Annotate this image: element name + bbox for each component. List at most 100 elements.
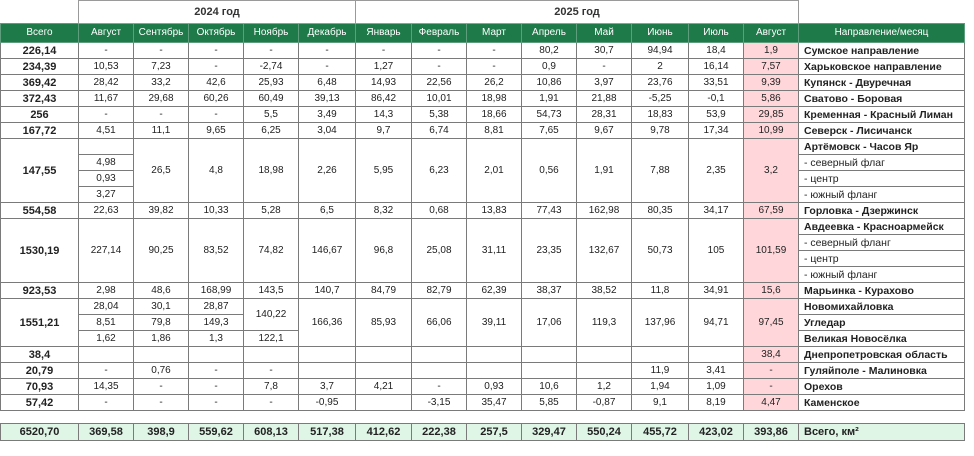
row-total: 147,55 xyxy=(0,138,79,203)
cell-value: 38,4 xyxy=(743,346,799,363)
cell-value: 3,97 xyxy=(576,74,632,91)
cell-value: 97,45 xyxy=(743,298,799,347)
header-month: Октябрь xyxy=(188,23,244,43)
cell-value: - xyxy=(133,394,189,411)
year-2025: 2025 год xyxy=(355,0,799,24)
cell-value: -0,95 xyxy=(298,394,356,411)
cell-value: 0,93 xyxy=(466,378,522,395)
cell-value: 162,98 xyxy=(576,202,632,219)
cell-value: - xyxy=(133,106,189,123)
cell-value: 38,37 xyxy=(521,282,577,299)
direction-label: Харьковское направление xyxy=(798,58,965,75)
cell-value: - xyxy=(743,362,799,379)
grand-total: 6520,70 xyxy=(0,423,79,441)
cell-value: - xyxy=(133,378,189,395)
month-total: 412,62 xyxy=(355,423,412,441)
cell-value: 5,28 xyxy=(243,202,299,219)
table-row: 167,72 4,51 11,1 9,65 6,25 3,04 9,7 6,74 8,81 7,6… xyxy=(0,122,965,139)
cell-value: 2,26 xyxy=(298,138,356,203)
cell-value: 5,85 xyxy=(521,394,577,411)
cell-value: 14,93 xyxy=(355,74,412,91)
table-row: 226,14- - - - - - - -80,2 30,7 94,94 18,4 1,9 Сумско… xyxy=(0,42,965,59)
direction-label: Горловка - Дзержинск xyxy=(798,202,965,219)
cell-value: 140,22 xyxy=(243,298,299,331)
direction-label: Каменское xyxy=(798,394,965,411)
cell-value: 11,1 xyxy=(133,122,189,139)
table-row: 70,93 14,35- -7,8 3,7 4,21-0,93 10,6 1,2 1,94 1,… xyxy=(0,378,965,395)
cell-value: 5,86 xyxy=(743,90,799,107)
cell-value: 2,01 xyxy=(466,138,522,203)
cell-value: 96,8 xyxy=(355,218,412,283)
cell-value: 3,41 xyxy=(688,362,744,379)
direction-label: Купянск - Двуречная xyxy=(798,74,965,91)
cell-value: 22,63 xyxy=(78,202,134,219)
cell-value: 143,5 xyxy=(243,282,299,299)
direction-label: Новомихайловка xyxy=(798,298,965,315)
direction-label: Кременная - Красный Лиман xyxy=(798,106,965,123)
cell-value: - xyxy=(243,394,299,411)
cell-value: 3,7 xyxy=(298,378,356,395)
month-total: 329,47 xyxy=(521,423,577,441)
row-total: 369,42 xyxy=(0,74,79,91)
header-month: Август xyxy=(78,23,134,43)
cell-value: 122,1 xyxy=(243,330,299,347)
cell-value: 1,94 xyxy=(631,378,689,395)
row-total: 70,93 xyxy=(0,378,79,395)
row-total: 1551,21 xyxy=(0,298,79,347)
cell-value: 30,1 xyxy=(133,298,189,315)
cell-value: 166,36 xyxy=(298,298,356,347)
cell-value: - xyxy=(78,106,134,123)
cell-value: 10,53 xyxy=(78,58,134,75)
cell-value: 2,98 xyxy=(78,282,134,299)
cell-value: 39,11 xyxy=(466,298,522,347)
direction-label: Орехов xyxy=(798,378,965,395)
cell-value: 4,47 xyxy=(743,394,799,411)
cell-value: - xyxy=(243,362,299,379)
cell-value: 82,79 xyxy=(411,282,467,299)
cell-value: 1,9 xyxy=(743,42,799,59)
month-total: 257,5 xyxy=(466,423,522,441)
cell-value: 80,35 xyxy=(631,202,689,219)
cell-value: - xyxy=(243,42,299,59)
cell-value: 23,35 xyxy=(521,218,577,283)
cell-value: -2,74 xyxy=(243,58,299,75)
cell-value: 3,27 xyxy=(78,186,134,203)
cell-value: - xyxy=(466,58,522,75)
cell-value xyxy=(466,362,522,379)
header-month: Март xyxy=(466,23,522,43)
table-row: 234,39 10,53 7,23- -2,74-1,27- -0,9-2 16,14 7,… xyxy=(0,58,965,75)
cell-value: 18,4 xyxy=(688,42,744,59)
cell-value: - xyxy=(743,378,799,395)
cell-value: 4,51 xyxy=(78,122,134,139)
cell-value: 48,6 xyxy=(133,282,189,299)
header-month: Июнь xyxy=(631,23,689,43)
cell-value: -0,87 xyxy=(576,394,632,411)
month-total: 423,02 xyxy=(688,423,744,441)
row-total: 234,39 xyxy=(0,58,79,75)
cell-value: 50,73 xyxy=(631,218,689,283)
cell-value: 28,31 xyxy=(576,106,632,123)
cell-value: 8,81 xyxy=(466,122,522,139)
month-total: 398,9 xyxy=(133,423,189,441)
cell-value: 0,56 xyxy=(521,138,577,203)
cell-value: 7,57 xyxy=(743,58,799,75)
cell-value: - xyxy=(133,42,189,59)
cell-value: 25,08 xyxy=(411,218,467,283)
cell-value: 5,38 xyxy=(411,106,467,123)
direction-label: - южный фланг xyxy=(798,186,965,203)
cell-value: 119,3 xyxy=(576,298,632,347)
cell-value: 85,93 xyxy=(355,298,412,347)
cell-value: - xyxy=(576,58,632,75)
cell-value: 18,66 xyxy=(466,106,522,123)
row-total: 167,72 xyxy=(0,122,79,139)
table-row: 372,43 11,67 29,68 60,26 60,49 39,13 86,42 10,0… xyxy=(0,90,965,107)
direction-label: Марьинка - Курахово xyxy=(798,282,965,299)
header-month: Август xyxy=(743,23,799,43)
cell-value: 1,86 xyxy=(133,330,189,347)
cell-value: 1,91 xyxy=(576,138,632,203)
cell-value: 3,2 xyxy=(743,138,799,203)
cell-value xyxy=(576,362,632,379)
cell-value: - xyxy=(411,42,467,59)
row-total: 372,43 xyxy=(0,90,79,107)
cell-value: 8,19 xyxy=(688,394,744,411)
